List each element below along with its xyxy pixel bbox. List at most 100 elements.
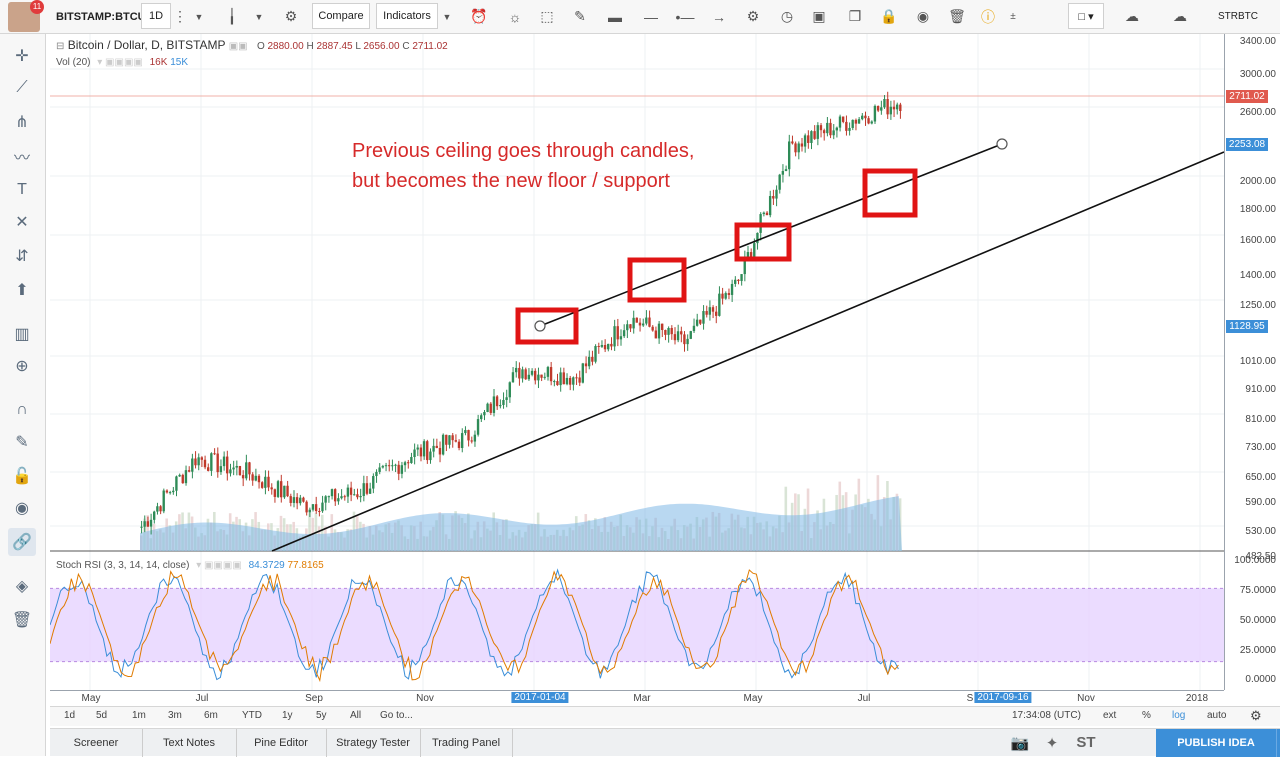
collapse-icon[interactable]: ⊟ <box>56 41 65 52</box>
ext-toggle[interactable]: ext <box>1103 710 1117 721</box>
user-avatar[interactable]: 11 <box>8 0 44 32</box>
range-button-1m[interactable]: 1m <box>132 710 146 721</box>
candle-body <box>724 293 727 299</box>
chevron-down-icon[interactable]: ▼ <box>254 11 264 22</box>
candle-body <box>845 121 848 131</box>
more-options-icon[interactable]: • • • <box>1276 729 1280 757</box>
tab-text-notes[interactable]: Text Notes <box>142 729 237 757</box>
compare-button[interactable]: Compare <box>312 3 370 29</box>
symbol-search[interactable]: BITSTAMP:BTCU <box>56 10 146 23</box>
candle-body <box>451 435 454 441</box>
publish-idea-button[interactable]: PUBLISH IDEA <box>1156 729 1276 757</box>
candle-body <box>768 196 772 216</box>
range-button-1d[interactable]: 1d <box>64 710 76 721</box>
time-axis[interactable]: May Jul Sep Nov 2017-01-04 Mar May Jul S 2017-09-… <box>50 690 1224 706</box>
chart-annotation[interactable]: Previous ceiling goes through candles, b… <box>352 136 694 196</box>
replay-icon[interactable]: ☼ <box>508 8 522 25</box>
forecast-icon[interactable]: ▥ <box>14 326 30 343</box>
right-symbol[interactable]: STRBTC <box>1218 11 1258 22</box>
candle-body <box>683 334 686 345</box>
price-tick-label: 3000.00 <box>1239 69 1276 80</box>
chart-pane[interactable] <box>49 34 1225 690</box>
range-button-1y[interactable]: 1y <box>282 710 293 721</box>
alarm-icon[interactable]: ◷ <box>780 8 794 24</box>
eye-icon[interactable]: ◉ <box>15 500 29 517</box>
magnet-icon[interactable]: ∩ <box>16 401 28 418</box>
indicators-button[interactable]: Indicators <box>376 3 438 29</box>
tab-trading-panel[interactable]: Trading Panel <box>420 729 513 757</box>
crosshair-icon[interactable]: ✛ <box>15 48 29 65</box>
gear-icon[interactable]: ⚙ <box>1250 708 1262 723</box>
line-width-icon[interactable]: ▬ <box>608 8 622 25</box>
candle-body <box>422 441 426 457</box>
trash-icon[interactable]: 🗑 <box>11 612 33 629</box>
stocktwits-icon[interactable]: ST <box>1076 734 1096 751</box>
lock-icon[interactable]: 🔒 <box>880 8 898 24</box>
chevron-down-icon[interactable]: ▼ <box>442 11 452 22</box>
range-button-all[interactable]: All <box>350 710 362 721</box>
price-axis[interactable]: 3400.00 3000.00 2600.00 2000.00 1800.00 1600.… <box>1224 34 1280 690</box>
chart-canvas[interactable] <box>49 34 1225 690</box>
percent-toggle[interactable]: % <box>1142 710 1151 721</box>
tab-pine-editor[interactable]: Pine Editor <box>236 729 327 757</box>
range-button-3m[interactable]: 3m <box>168 710 182 721</box>
stay-drawing-icon[interactable]: ✎ <box>15 434 29 451</box>
cloud-load-icon[interactable]: ☁ <box>1125 8 1139 24</box>
measure-icon[interactable]: ⇵ <box>15 248 29 265</box>
settings-icon[interactable]: ⚙ <box>746 8 760 24</box>
bring-front-icon[interactable]: ▣ <box>812 8 826 24</box>
text-icon[interactable]: T <box>17 181 27 198</box>
trash-icon[interactable]: 🗑 <box>948 8 966 24</box>
info-icon[interactable]: ⓘ <box>981 8 995 25</box>
line-style-icon[interactable]: — <box>644 8 658 25</box>
candle-style-icon[interactable]: ╽ <box>227 8 237 24</box>
camera-icon[interactable]: 📷 <box>1010 734 1030 752</box>
zoom-stepper-icon[interactable]: ± <box>1010 11 1016 22</box>
layers-icon[interactable]: ◈ <box>15 578 29 595</box>
candle-body <box>397 464 400 474</box>
zoom-in-icon[interactable]: ⊕ <box>15 358 29 375</box>
stoch-rsi-settings-icon[interactable]: ▾ ▣▣▣▣ <box>196 560 242 571</box>
candle-body <box>362 483 365 496</box>
clone-icon[interactable]: ❐ <box>848 8 862 24</box>
tab-strategy-tester[interactable]: Strategy Tester <box>326 729 421 757</box>
select-area-icon[interactable]: ⬚ <box>540 8 554 24</box>
line-arrow-style-icon[interactable]: → <box>712 8 726 25</box>
candle-body <box>248 462 251 475</box>
interval-menu-icon[interactable]: ⋮ <box>173 8 187 24</box>
candle-body <box>692 325 696 332</box>
eye-icon[interactable]: ◉ <box>916 8 930 24</box>
pitchfork-icon[interactable]: ⋔ <box>15 114 29 131</box>
range-button-6m[interactable]: 6m <box>204 710 218 721</box>
line-dot-style-icon[interactable]: •— <box>675 8 695 25</box>
tab-screener[interactable]: Screener <box>50 729 143 757</box>
brush-icon[interactable]: 〰 <box>13 150 30 167</box>
layout-select-icon[interactable]: □ ▾ <box>1068 3 1104 29</box>
cloud-save-icon[interactable]: ☁ <box>1173 8 1187 24</box>
interval-select[interactable]: 1D <box>141 3 171 29</box>
candle-body <box>543 376 546 378</box>
candle-body <box>210 453 213 471</box>
pattern-icon[interactable]: ✕ <box>15 214 29 231</box>
candle-body <box>222 456 226 467</box>
candle-body <box>245 462 248 479</box>
trend-line-icon[interactable]: ⟋ <box>16 79 28 96</box>
range-button-5d[interactable]: 5d <box>96 710 108 721</box>
alert-icon[interactable]: ⏰ <box>470 8 488 24</box>
volume-settings-icon[interactable]: ▾ ▣▣▣▣ <box>97 57 143 68</box>
twitter-icon[interactable]: ✦ <box>1045 734 1059 752</box>
candle-body <box>873 105 877 122</box>
candle-body <box>857 119 861 124</box>
arrow-up-icon[interactable]: ⬆ <box>15 282 29 299</box>
link-icon[interactable]: 🔗 <box>8 528 36 556</box>
unlock-icon[interactable]: 🔓 <box>12 468 32 485</box>
gear-icon[interactable]: ⚙ <box>284 8 298 24</box>
auto-toggle[interactable]: auto <box>1207 710 1227 721</box>
legend-settings-icon[interactable]: ▣▣ <box>228 41 248 52</box>
range-button-5y[interactable]: 5y <box>316 710 327 721</box>
goto-button[interactable]: Go to... <box>380 710 413 721</box>
chevron-down-icon[interactable]: ▼ <box>194 11 204 22</box>
pencil-icon[interactable]: ✎ <box>574 8 586 24</box>
range-button-ytd[interactable]: YTD <box>242 710 262 721</box>
log-toggle[interactable]: log <box>1172 710 1186 721</box>
